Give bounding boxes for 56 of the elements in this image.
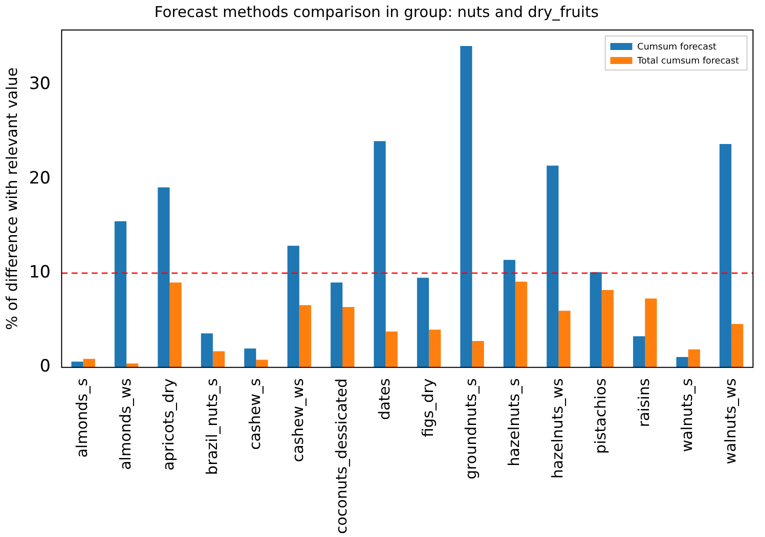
x-tick-label: almonds_ws xyxy=(116,378,134,470)
y-tick-label: 30 xyxy=(28,74,51,94)
legend-label: Cumsum forecast xyxy=(637,42,717,52)
x-tick-label: raisins xyxy=(634,378,653,428)
bar xyxy=(158,187,170,368)
bar xyxy=(633,336,645,368)
x-tick-label: walnuts_ws xyxy=(721,378,740,464)
bar xyxy=(602,290,614,368)
bar xyxy=(83,358,96,368)
bar xyxy=(644,298,657,368)
y-axis-title: % of difference with relevant value xyxy=(2,67,21,330)
bar xyxy=(126,364,138,368)
bar xyxy=(374,141,386,368)
bar xyxy=(200,333,213,368)
x-tick-label: brazil_nuts_s xyxy=(202,378,221,475)
bar xyxy=(503,260,516,368)
bar xyxy=(558,310,570,368)
x-tick-label: cashew_ws xyxy=(289,378,308,462)
bar xyxy=(287,246,300,368)
x-tick-label: hazelnuts_ws xyxy=(548,378,566,479)
x-tick-label: apricots_dry xyxy=(160,378,178,471)
bar xyxy=(460,46,472,368)
x-tick-label: figs_dry xyxy=(418,378,437,438)
bar xyxy=(330,282,342,368)
x-tick-label: walnuts_s xyxy=(678,378,696,452)
bar xyxy=(417,278,429,368)
bar xyxy=(515,282,528,368)
bar xyxy=(472,340,484,368)
x-tick-label: groundnuts_s xyxy=(462,378,480,480)
x-tick-label: almonds_s xyxy=(73,378,92,458)
bar xyxy=(720,144,732,368)
bar xyxy=(731,324,744,368)
y-tick-label: 20 xyxy=(28,168,51,188)
bar xyxy=(342,307,354,368)
bar xyxy=(170,282,182,368)
bar xyxy=(212,351,225,368)
y-tick-label: 10 xyxy=(28,262,51,283)
bar xyxy=(386,332,398,368)
bar xyxy=(428,330,441,368)
legend-label: Total cumsum forecast xyxy=(636,56,740,66)
x-tick-label: coconuts_dessicated xyxy=(332,378,350,534)
bar xyxy=(688,349,700,368)
bar xyxy=(299,305,312,368)
bar xyxy=(590,272,602,368)
bar xyxy=(546,166,559,368)
y-tick-label: 0 xyxy=(40,356,51,377)
x-tick-label: cashew_s xyxy=(246,378,264,450)
x-tick-label: hazelnuts_s xyxy=(505,378,524,466)
bar xyxy=(676,356,688,368)
x-tick-label: pistachios xyxy=(592,378,610,454)
bar xyxy=(114,221,126,368)
x-tick-label: dates xyxy=(376,378,394,420)
bar xyxy=(71,362,84,368)
bar xyxy=(244,348,256,368)
bar xyxy=(256,360,268,368)
chart-title: Forecast methods comparison in group: nuts and dry_fruits xyxy=(154,2,599,21)
